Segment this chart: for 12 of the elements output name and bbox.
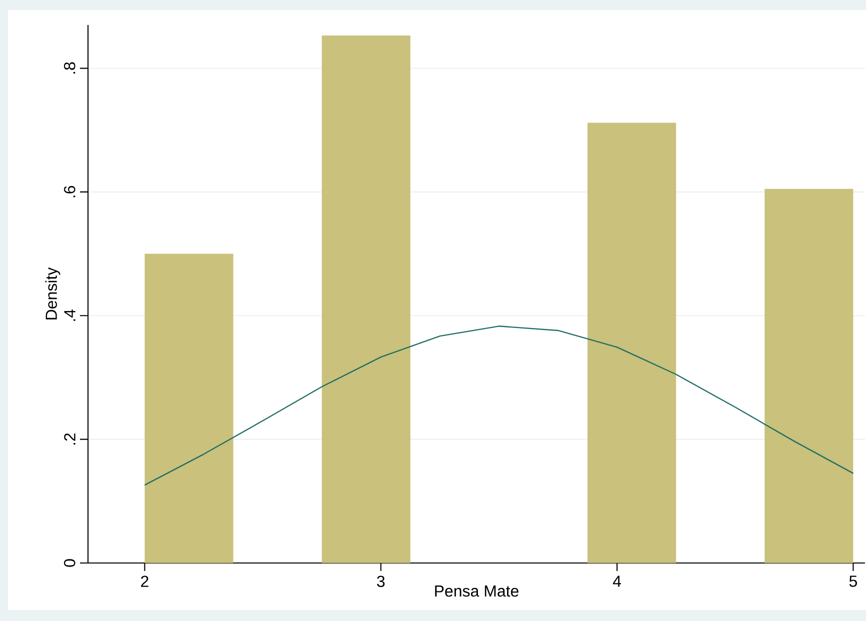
x-tick-label: 2 [141, 576, 148, 587]
x-tick-label: 3 [377, 576, 385, 588]
y-tick-label: .8 [64, 62, 76, 74]
x-axis-title: Pensa Mate [435, 586, 518, 597]
y-tick-label: .4 [64, 309, 76, 321]
y-tick-label: .2 [64, 433, 76, 445]
x-tick-label: 5 [849, 576, 857, 587]
y-tick-label: 0 [64, 559, 76, 567]
line-series [144, 326, 854, 486]
y-axis-title: Density [45, 267, 60, 320]
x-tick-label: 4 [612, 576, 622, 587]
y-tick-label: .6 [64, 186, 76, 198]
